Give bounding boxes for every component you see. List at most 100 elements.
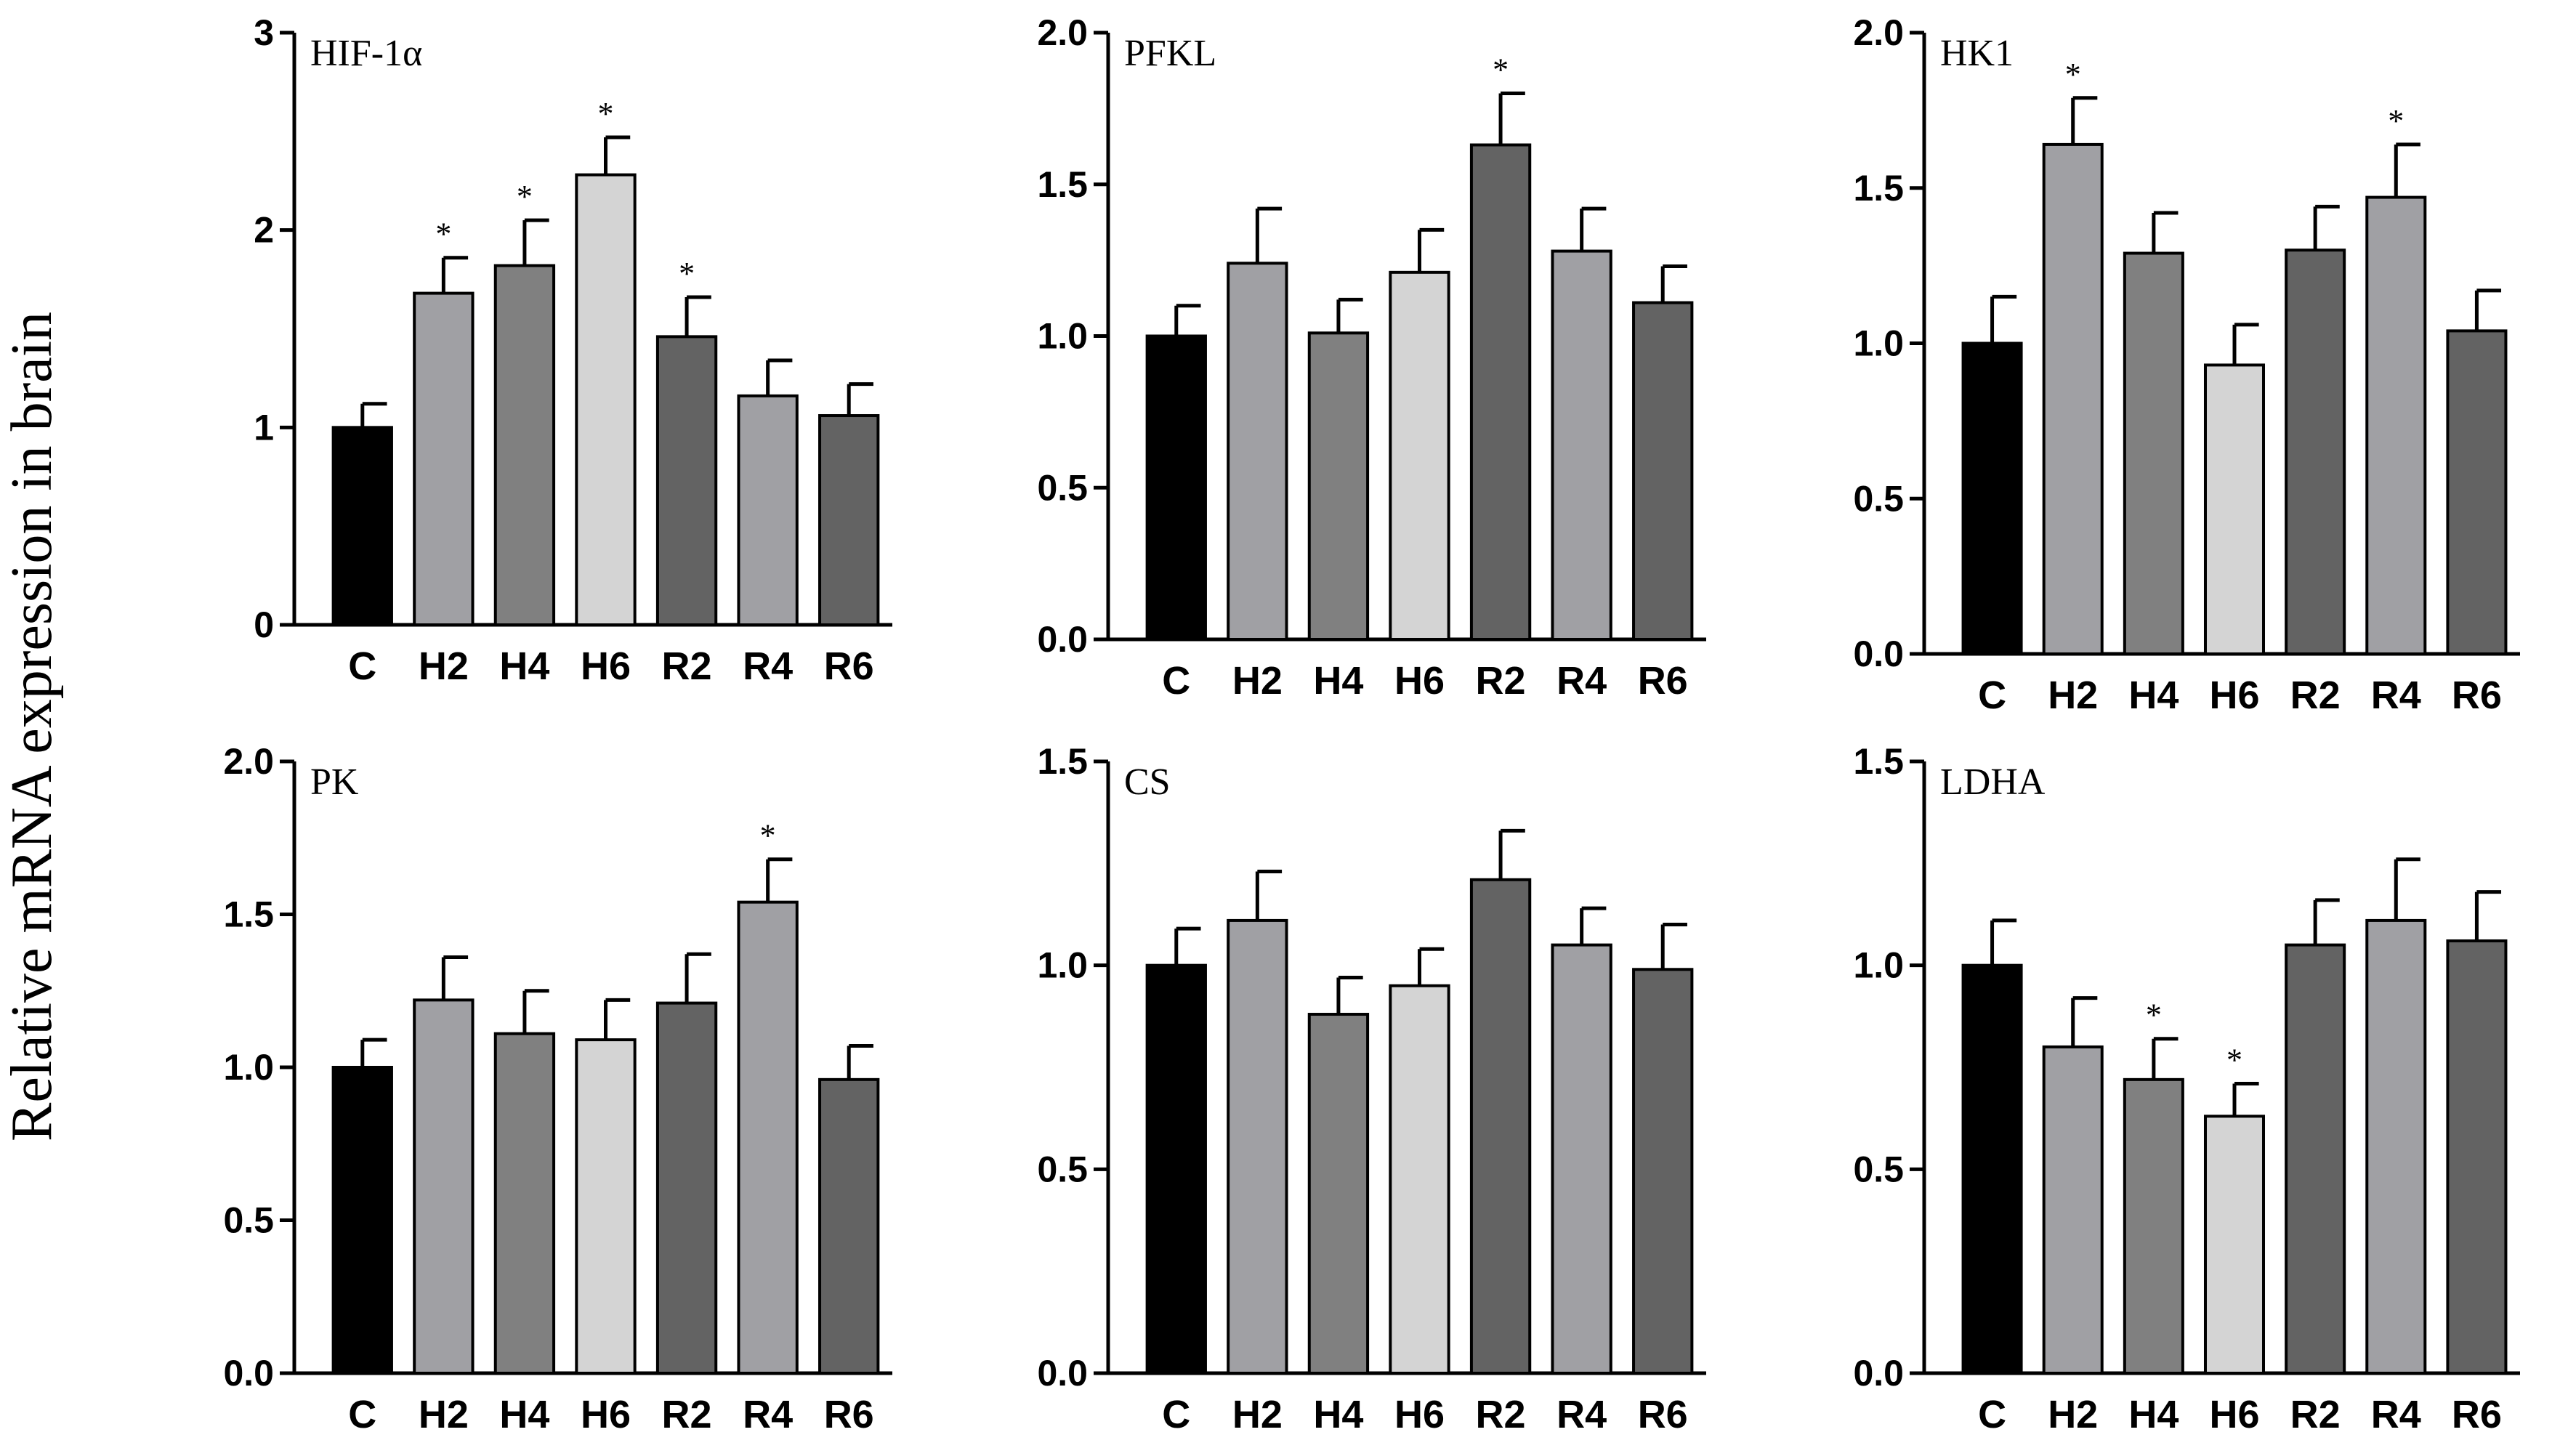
x-tick-label: H4 (2128, 1393, 2179, 1436)
x-tick-label: C (348, 1393, 376, 1436)
bar-h2 (1227, 918, 1288, 1375)
bar-r6 (2446, 329, 2508, 655)
x-tick-label: H2 (1232, 1393, 1283, 1436)
x-tick-label: C (1978, 1393, 2006, 1436)
significance-star: * (679, 256, 695, 291)
y-tick-label: 0.0 (1037, 619, 1088, 660)
bar-r2 (1469, 143, 1532, 642)
x-tick-label: R4 (743, 644, 793, 688)
x-tick-label: H2 (2048, 674, 2098, 717)
panel-title: PFKL (1124, 33, 1216, 74)
x-tick-label: H4 (1313, 659, 1363, 703)
y-tick-label: 0.5 (1037, 467, 1088, 508)
x-tick-label: H4 (1313, 1393, 1363, 1436)
y-tick-label: 1.5 (1853, 168, 1904, 209)
significance-star: * (2146, 998, 2162, 1033)
panel-pk: 0.0 0.5 1.0 1.5 2.0 PK C H2 H4 H6 R2 * R4 R6 (223, 741, 892, 1436)
panel-title: PK (310, 761, 359, 803)
bar-r6 (818, 1077, 880, 1375)
y-tick-label: 0.0 (1853, 634, 1904, 674)
bar-r4 (2365, 918, 2427, 1375)
x-tick-label: H6 (1394, 1393, 1445, 1436)
x-tick-label: H2 (2048, 1393, 2098, 1436)
significance-star: * (2388, 103, 2404, 139)
x-tick-label: R4 (1556, 659, 1607, 703)
bar-h2 (413, 291, 475, 626)
bar-c (331, 1066, 393, 1375)
y-tick-label: 0.5 (1853, 478, 1904, 519)
panel-hk1: 0.0 0.5 1.0 1.5 2.0 HK1 C * H2 H4 H6 R2 * R4 R6 (1853, 12, 2520, 717)
y-tick-label: 1.0 (1037, 316, 1088, 357)
y-tick-label: 1.5 (1037, 741, 1088, 782)
x-tick-label: H6 (2209, 674, 2259, 717)
bar-r4 (1551, 943, 1612, 1375)
x-tick-label: R2 (662, 1393, 712, 1436)
figure-ylabel: Relative mRNA expression in brain (0, 312, 64, 1141)
significance-star: * (760, 818, 776, 854)
x-tick-label: R2 (2290, 674, 2341, 717)
y-tick-label: 0.5 (1037, 1149, 1088, 1189)
bar-r4 (2365, 195, 2427, 655)
bar-r2 (2285, 248, 2346, 655)
bar-h4 (493, 264, 556, 626)
bar-h2 (2042, 142, 2104, 655)
panel-title: LDHA (1940, 761, 2046, 803)
panel-title: CS (1124, 761, 1171, 803)
y-tick-label: 0.5 (223, 1200, 274, 1241)
x-tick-label: R2 (662, 644, 712, 688)
x-tick-label: H4 (499, 1393, 549, 1436)
y-tick-label: 1.5 (1853, 741, 1904, 782)
x-tick-label: R2 (1476, 1393, 1526, 1436)
y-tick-label: 0.0 (1853, 1353, 1904, 1394)
y-tick-label: 1.0 (1853, 945, 1904, 986)
x-tick-label: H4 (2128, 674, 2179, 717)
y-tick-label: 2.0 (1037, 12, 1088, 53)
bar-r6 (1632, 968, 1694, 1375)
bar-h2 (2042, 1045, 2104, 1375)
bar-h4 (1307, 331, 1370, 641)
panel-hif-1-: 0 1 2 3 HIF-1α C * H2 * H4 * H6 * R2 R4 R6 (254, 12, 892, 688)
x-tick-label: R4 (1556, 1393, 1607, 1436)
x-tick-label: H4 (499, 644, 549, 688)
bar-h6 (1389, 270, 1450, 641)
bar-c (1145, 334, 1207, 641)
x-tick-label: C (1978, 674, 2006, 717)
x-tick-label: R4 (2371, 674, 2421, 717)
bar-h4 (493, 1032, 556, 1375)
bar-h6 (2203, 1115, 2266, 1375)
x-tick-label: H6 (581, 1393, 631, 1436)
x-tick-label: C (1162, 1393, 1190, 1436)
y-tick-label: 2.0 (1853, 12, 1904, 53)
bar-r4 (737, 900, 799, 1375)
y-tick-label: 1 (254, 407, 274, 448)
bar-h4 (1307, 1013, 1370, 1375)
y-tick-label: 0.5 (1853, 1149, 1904, 1189)
bar-c (331, 426, 393, 626)
x-tick-label: H2 (1232, 659, 1283, 703)
bar-h6 (575, 173, 637, 627)
bar-c (1961, 963, 2023, 1375)
x-tick-label: H6 (1394, 659, 1445, 703)
panel-ldha: 0.0 0.5 1.0 1.5 LDHA C H2 * H4 * H6 R2 R4 R6 (1853, 741, 2520, 1436)
y-tick-label: 3 (254, 12, 274, 53)
x-tick-label: H6 (581, 644, 631, 688)
significance-star: * (517, 179, 533, 214)
x-tick-label: R6 (2452, 674, 2502, 717)
x-tick-label: H2 (419, 644, 469, 688)
panel-title: HK1 (1940, 33, 2014, 74)
x-tick-label: R2 (1476, 659, 1526, 703)
significance-star: * (2226, 1042, 2242, 1077)
x-tick-label: R4 (743, 1393, 793, 1436)
x-tick-label: R6 (2452, 1393, 2502, 1436)
y-tick-label: 1.0 (1037, 945, 1088, 986)
bar-r4 (737, 394, 799, 626)
x-tick-label: H2 (419, 1393, 469, 1436)
bar-h6 (575, 1038, 637, 1375)
bar-r2 (1469, 878, 1532, 1375)
panel-title: HIF-1α (310, 33, 422, 74)
bar-h4 (2123, 1077, 2184, 1375)
y-tick-label: 0 (254, 604, 274, 645)
bar-h2 (413, 998, 475, 1375)
x-tick-label: R6 (824, 1393, 874, 1436)
